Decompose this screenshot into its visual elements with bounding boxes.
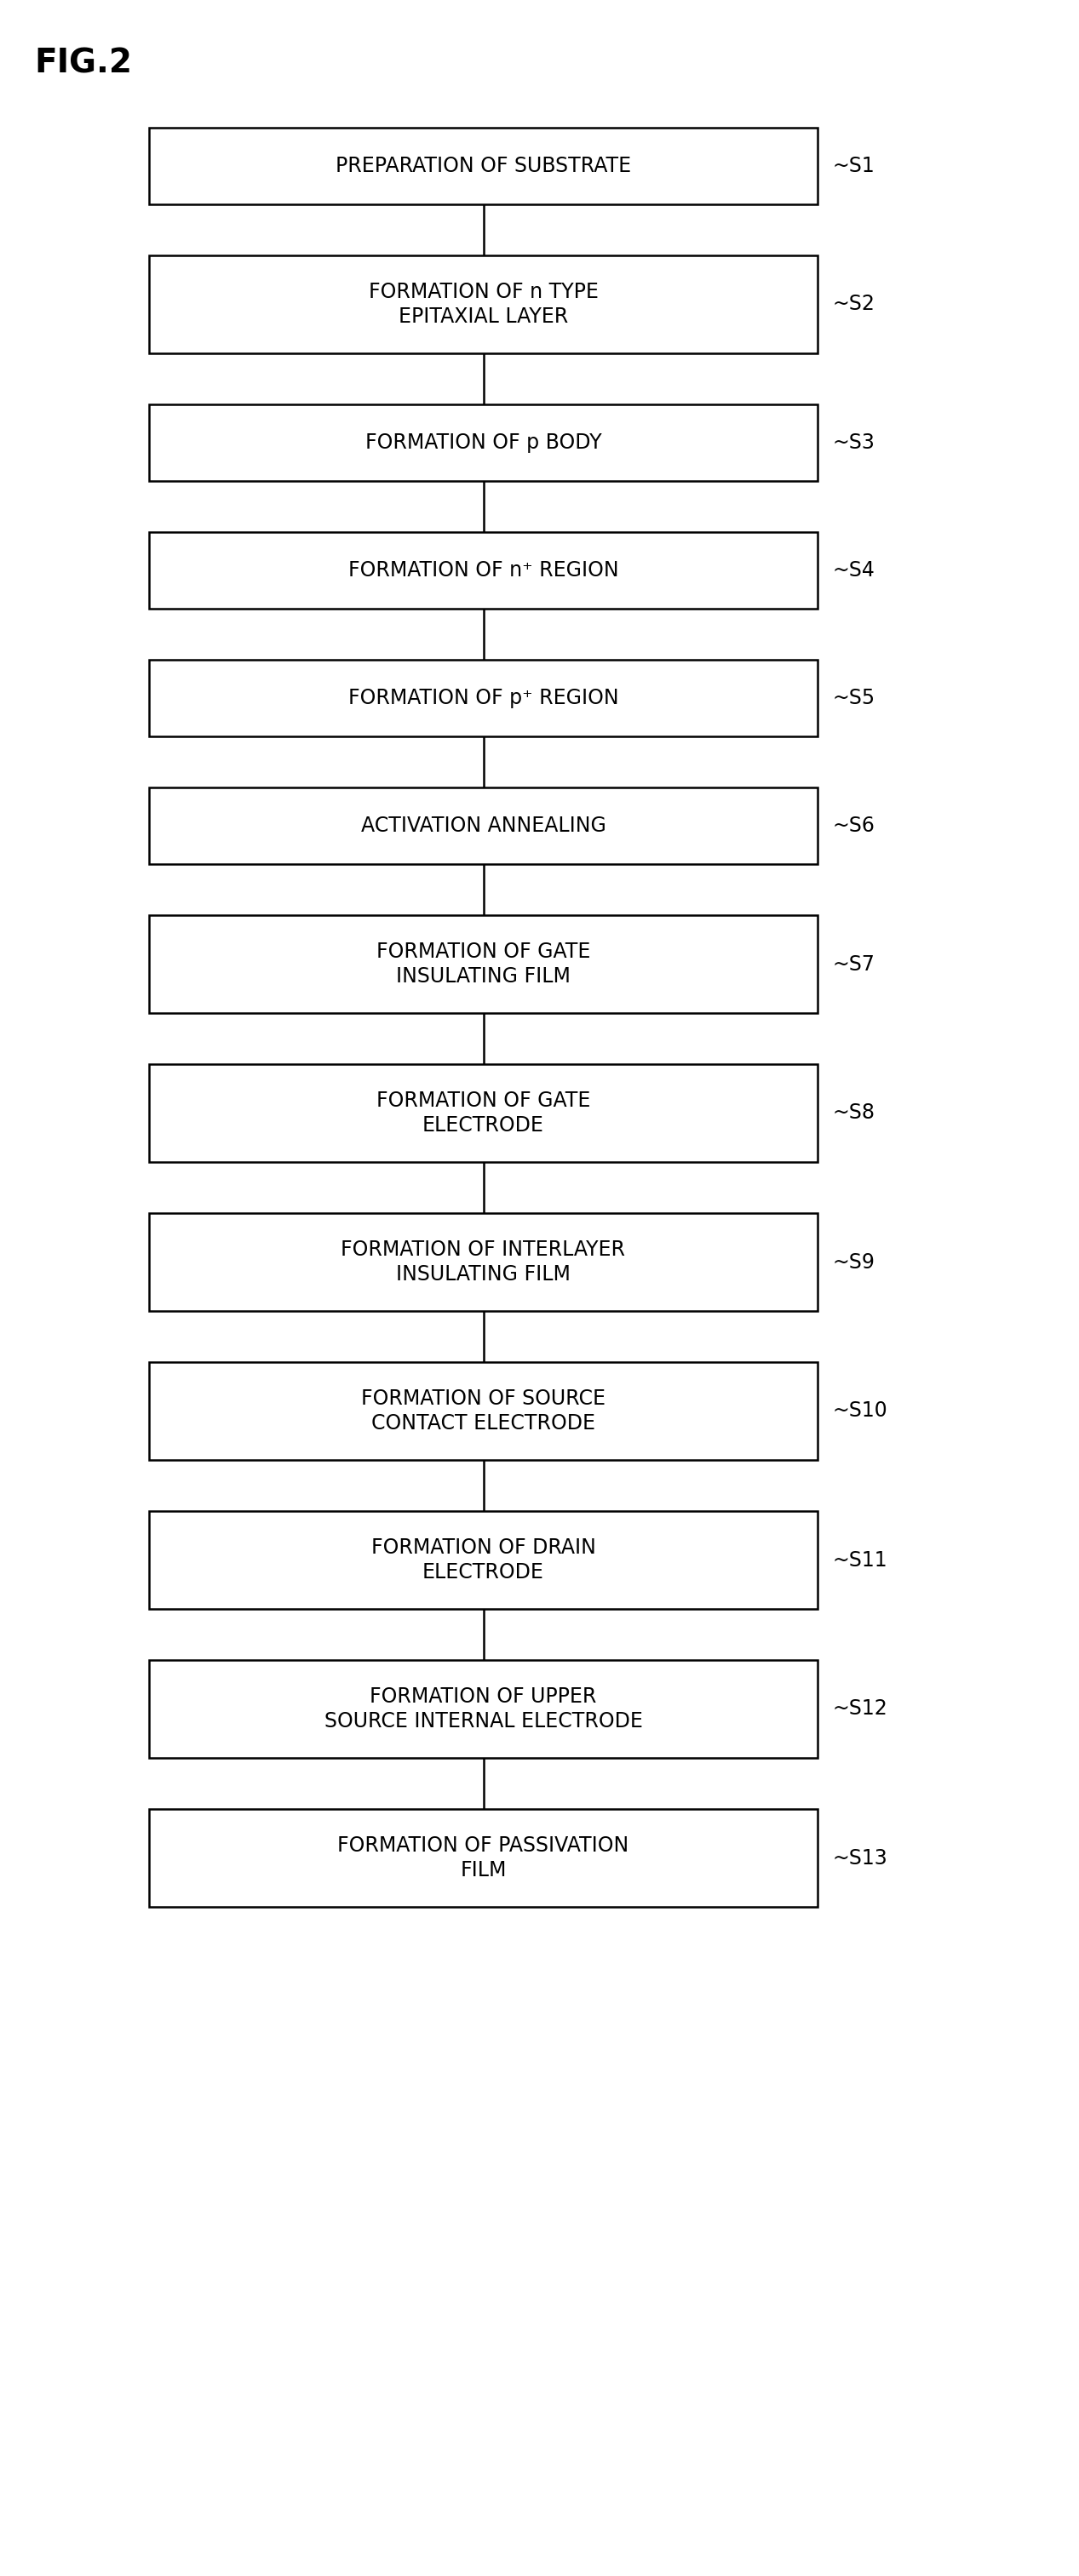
Bar [149,129,818,204]
Text: FORMATION OF p⁺ REGION: FORMATION OF p⁺ REGION [349,688,618,708]
Text: ~S13: ~S13 [833,1847,888,1868]
Text: ~S5: ~S5 [833,688,875,708]
Text: ~S12: ~S12 [833,1698,888,1718]
Bar [149,1808,818,1906]
Text: FORMATION OF DRAIN
ELECTRODE: FORMATION OF DRAIN ELECTRODE [371,1538,596,1582]
Text: ACTIVATION ANNEALING: ACTIVATION ANNEALING [360,817,606,837]
Bar [149,1363,818,1461]
Text: PREPARATION OF SUBSTRATE: PREPARATION OF SUBSTRATE [336,155,631,175]
Text: FORMATION OF PASSIVATION
FILM: FORMATION OF PASSIVATION FILM [338,1834,629,1880]
Text: ~S1: ~S1 [833,155,875,175]
Bar [149,1659,818,1757]
Text: ~S10: ~S10 [833,1401,888,1422]
Text: ~S11: ~S11 [833,1551,888,1571]
Text: ~S2: ~S2 [833,294,875,314]
Bar [149,404,818,482]
Text: FORMATION OF n TYPE
EPITAXIAL LAYER: FORMATION OF n TYPE EPITAXIAL LAYER [368,281,598,327]
Bar [149,914,818,1012]
Text: FORMATION OF p BODY: FORMATION OF p BODY [365,433,601,453]
Text: ~S3: ~S3 [833,433,875,453]
Text: ~S4: ~S4 [833,559,875,580]
Text: FIG.2: FIG.2 [35,46,132,80]
Bar [149,1512,818,1610]
Bar [149,788,818,863]
Text: FORMATION OF SOURCE
CONTACT ELECTRODE: FORMATION OF SOURCE CONTACT ELECTRODE [361,1388,605,1435]
Text: FORMATION OF INTERLAYER
INSULATING FILM: FORMATION OF INTERLAYER INSULATING FILM [341,1239,626,1285]
Text: ~S6: ~S6 [833,817,875,837]
Text: ~S7: ~S7 [833,953,875,974]
Bar [149,1064,818,1162]
Text: FORMATION OF GATE
ELECTRODE: FORMATION OF GATE ELECTRODE [377,1090,590,1136]
Text: ~S8: ~S8 [833,1103,875,1123]
Text: FORMATION OF UPPER
SOURCE INTERNAL ELECTRODE: FORMATION OF UPPER SOURCE INTERNAL ELECT… [324,1687,642,1731]
Bar [149,1213,818,1311]
Text: FORMATION OF n⁺ REGION: FORMATION OF n⁺ REGION [349,559,618,580]
Text: FORMATION OF GATE
INSULATING FILM: FORMATION OF GATE INSULATING FILM [377,940,590,987]
Bar [149,533,818,608]
Text: ~S9: ~S9 [833,1252,875,1273]
Bar [149,659,818,737]
Bar [149,255,818,353]
